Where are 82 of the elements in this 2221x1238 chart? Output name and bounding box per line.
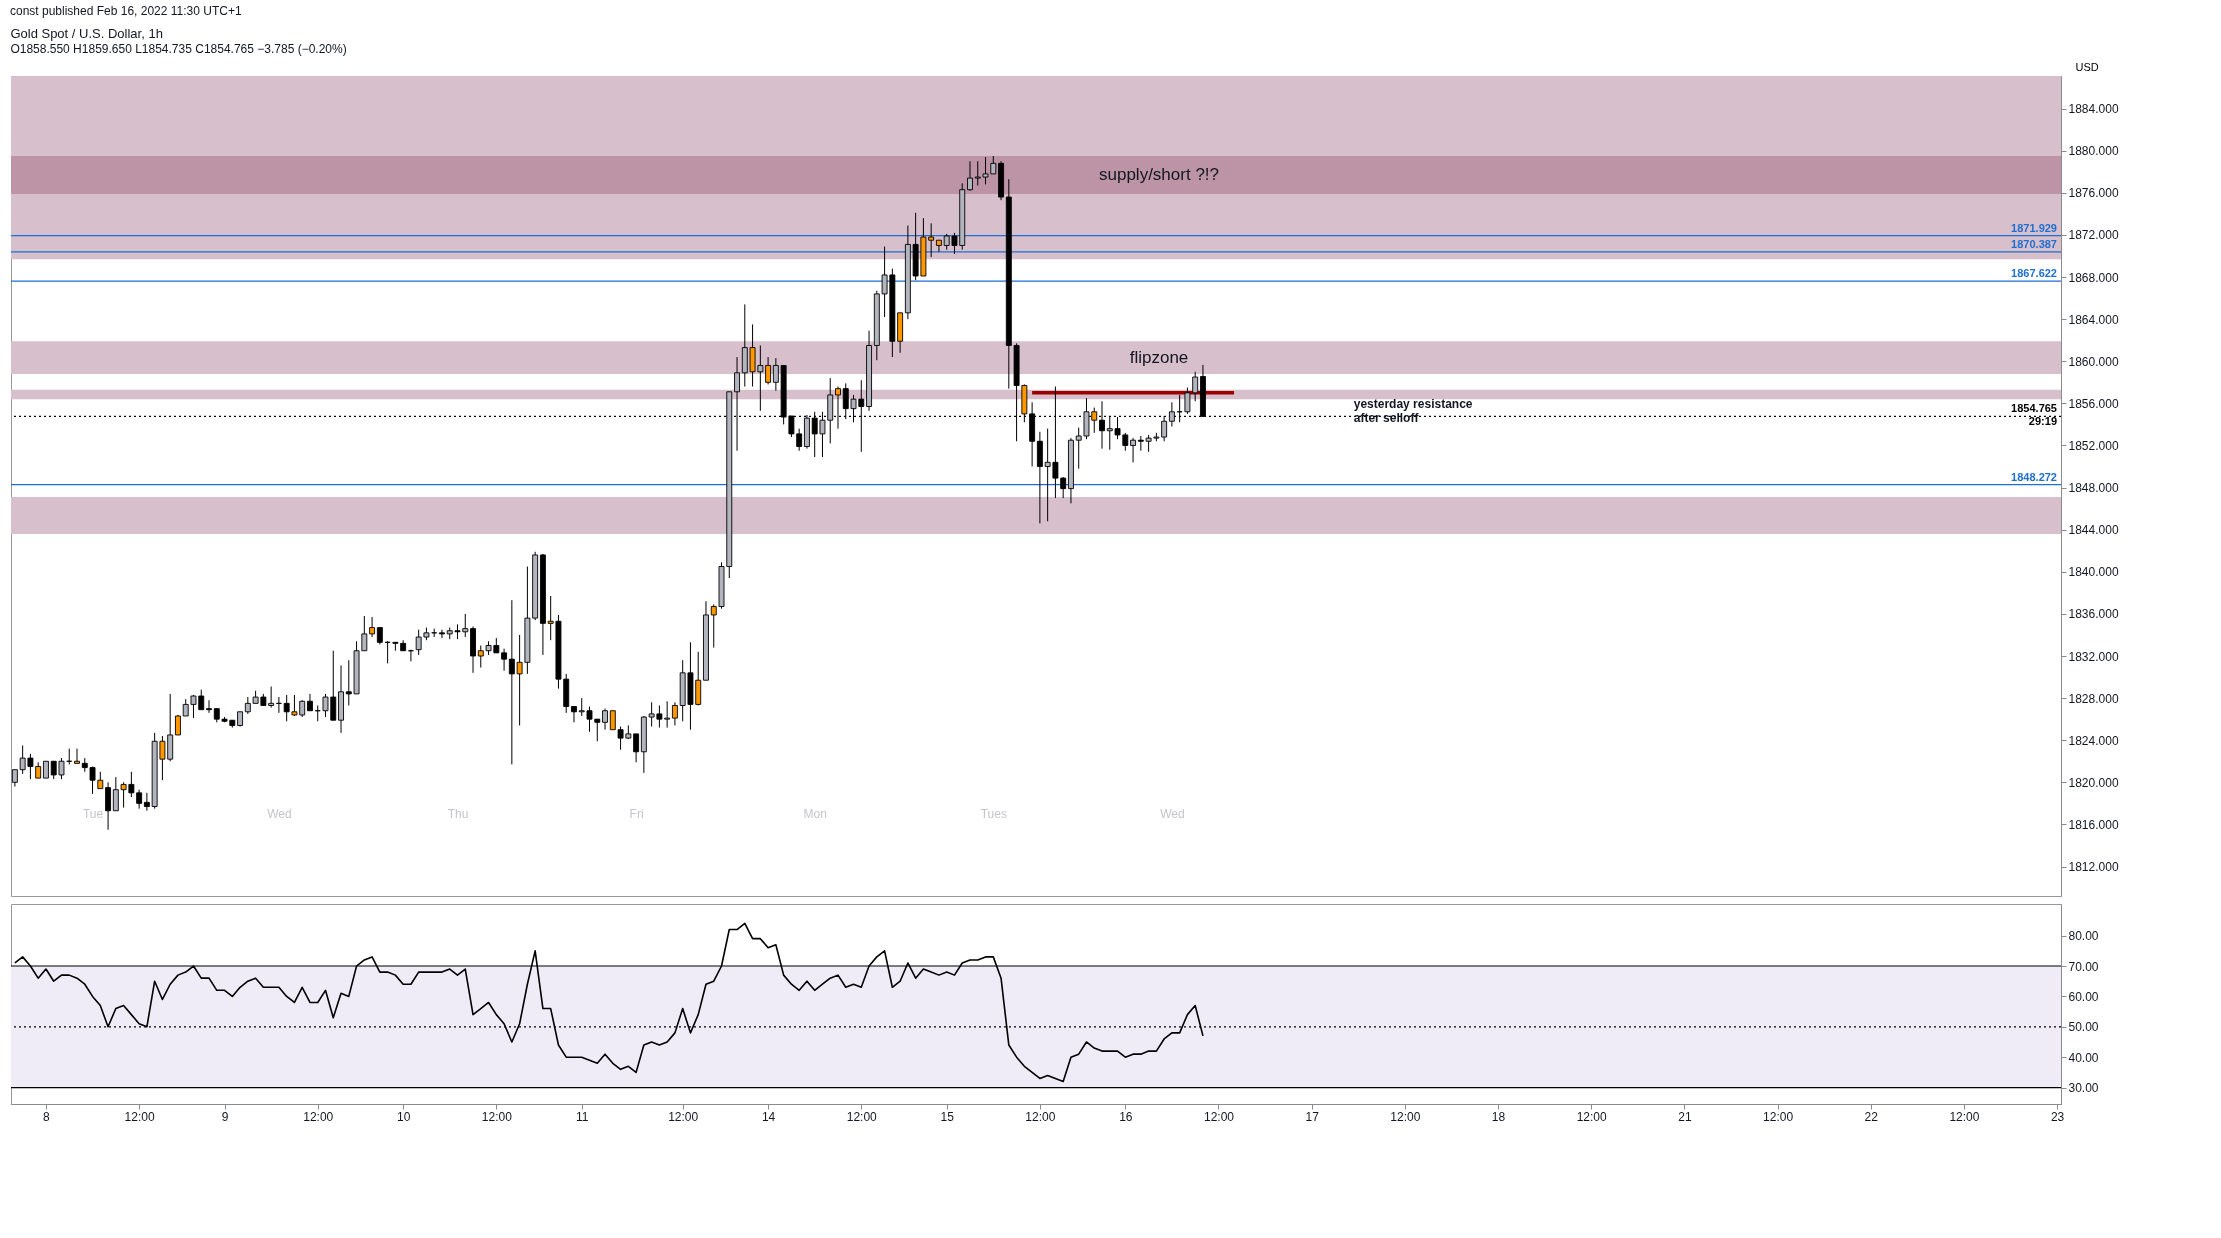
x-tick-label: 12:00: [1390, 1109, 1421, 1124]
x-tick-label: Tue: [82, 806, 104, 821]
x-tick-label: Wed: [267, 806, 292, 821]
y-tick-label: 1820.000: [2068, 775, 2119, 790]
chart-title: Gold Spot / U.S. Dollar, 1h: [10, 26, 163, 41]
x-tick-label: 22: [1864, 1109, 1879, 1124]
x-tick-label: 16: [1119, 1109, 1133, 1124]
y-tick-label: 60.00: [2068, 989, 2099, 1004]
y-tick-label: 1876.000: [2068, 186, 2119, 201]
y-tick-label: 1864.000: [2068, 312, 2119, 327]
x-tick-label: 12:00: [1949, 1109, 1980, 1124]
band-label: supply/short ?!?: [1098, 164, 1220, 184]
y-tick-label: 1840.000: [2068, 565, 2119, 580]
x-tick-label: 12:00: [303, 1109, 334, 1124]
candlestick: [633, 733, 640, 763]
x-tick-label: Mon: [803, 806, 827, 821]
x-tick-label: 12:00: [124, 1109, 155, 1124]
candlestick: [765, 356, 772, 385]
y-tick-label: 1852.000: [2068, 438, 2119, 453]
x-tick-label: Tues: [980, 806, 1007, 821]
x-tick-label: Wed: [1160, 806, 1185, 821]
x-tick-label: 12:00: [1025, 1109, 1056, 1124]
y-tick-label: 1884.000: [2068, 102, 2119, 117]
y-tick-label: 80.00: [2068, 929, 2099, 944]
y-tick-label: 1856.000: [2068, 396, 2119, 411]
candlestick: [143, 792, 150, 812]
y-tick-label: 1872.000: [2068, 228, 2119, 243]
candlestick: [74, 748, 80, 764]
x-tick-label: 12:00: [1203, 1109, 1235, 1124]
x-tick-label: 12:00: [1576, 1109, 1608, 1124]
candlestick: [439, 629, 445, 639]
x-tick-label: 15: [940, 1109, 955, 1124]
ref-line-label: 1871.929: [2011, 221, 2057, 234]
y-tick-label: 30.00: [2068, 1081, 2099, 1096]
x-tick-label: 8: [43, 1109, 51, 1124]
x-tick-label: 21: [1678, 1109, 1692, 1124]
ref-line-label: 1867.622: [2011, 267, 2057, 280]
y-tick-label: 1832.000: [2068, 649, 2119, 664]
x-tick-label: 11: [576, 1109, 589, 1124]
candlestick: [671, 701, 678, 726]
x-tick-label: 23: [2050, 1109, 2065, 1124]
x-tick-label: 10: [396, 1109, 411, 1124]
x-tick-label: 12:00: [668, 1109, 699, 1124]
x-tick-label: Thu: [447, 806, 469, 821]
y-tick-label: 1812.000: [2068, 860, 2119, 875]
x-tick-label: Fri: [629, 806, 644, 821]
y-axis-title: USD: [2075, 60, 2099, 73]
x-tick-label: 12:00: [1763, 1109, 1794, 1124]
x-tick-label: 18: [1491, 1109, 1506, 1124]
ref-line-label: 1854.765 29:19: [2011, 402, 2057, 428]
x-tick-label: 12:00: [846, 1109, 878, 1124]
y-tick-label: 1816.000: [2068, 817, 2119, 832]
candlestick: [967, 160, 973, 192]
y-tick-label: 1828.000: [2068, 691, 2119, 706]
ref-line-label: 1848.272: [2011, 470, 2057, 483]
ref-line-label: 1870.387: [2011, 237, 2057, 250]
y-tick-label: 70.00: [2068, 959, 2099, 974]
y-tick-label: 1880.000: [2068, 144, 2119, 159]
annotation: yesterday resistance after selloff: [1353, 396, 1473, 425]
chart-subtitle: O1858.550 H1859.650 L1854.735 C1854.765 −3.785 (−0.20%): [10, 42, 347, 56]
candlestick: [602, 708, 608, 731]
candlestick: [935, 239, 942, 253]
candlestick: [501, 648, 508, 672]
y-tick-label: 1848.000: [2068, 481, 2119, 496]
x-tick-label: 12:00: [481, 1109, 513, 1124]
candlestick: [369, 616, 376, 638]
x-tick-label: 14: [761, 1109, 776, 1124]
candlestick: [571, 706, 577, 723]
candlestick: [105, 781, 112, 831]
band-label: flipzone: [1129, 347, 1189, 367]
y-tick-label: 1844.000: [2068, 523, 2119, 538]
y-tick-label: 50.00: [2068, 1020, 2099, 1035]
y-tick-label: 1836.000: [2068, 607, 2119, 622]
text: const published Feb 16, 2022 11:30 UTC+1: [9, 3, 243, 20]
candlestick: [1130, 437, 1137, 463]
x-tick-label: 9: [221, 1109, 229, 1124]
y-tick-label: 1860.000: [2068, 354, 2119, 369]
y-tick-label: 1824.000: [2068, 733, 2119, 748]
y-tick-label: 40.00: [2068, 1050, 2099, 1065]
x-tick-label: 17: [1305, 1109, 1320, 1124]
candlestick: [206, 699, 212, 714]
y-tick-label: 1868.000: [2068, 270, 2119, 285]
